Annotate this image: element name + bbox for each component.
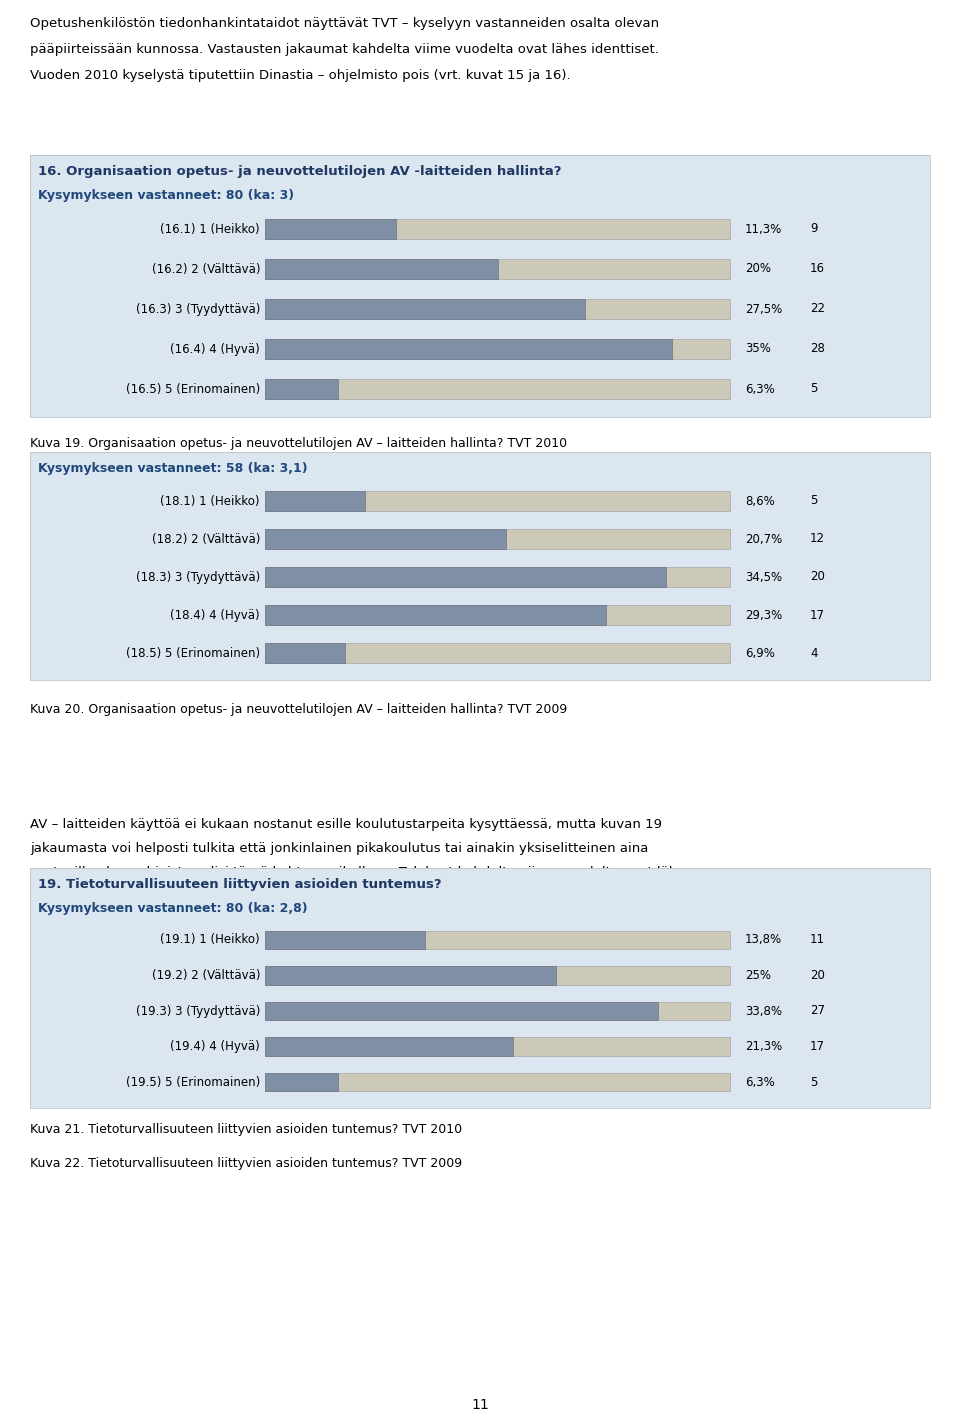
Text: 4: 4 <box>810 647 818 660</box>
Text: 22: 22 <box>810 302 825 315</box>
Text: (16.5) 5 (Erinomainen): (16.5) 5 (Erinomainen) <box>126 382 260 396</box>
Bar <box>265 643 730 663</box>
Text: 20%: 20% <box>745 262 771 275</box>
Bar <box>265 931 425 949</box>
Text: 25%: 25% <box>745 969 771 982</box>
Bar <box>265 339 672 359</box>
Bar <box>265 1002 658 1020</box>
Bar <box>265 339 730 359</box>
Text: 20: 20 <box>810 570 825 583</box>
Text: 17: 17 <box>810 1040 825 1053</box>
Bar <box>265 931 730 949</box>
Text: 11: 11 <box>471 1398 489 1412</box>
Text: (16.4) 4 (Hyvä): (16.4) 4 (Hyvä) <box>170 342 260 355</box>
Text: 6,9%: 6,9% <box>745 647 775 660</box>
Text: Opetushenkilöstön tiedonhankintataidot näyttävät TVT – kyselyyn vastanneiden osa: Opetushenkilöstön tiedonhankintataidot n… <box>30 17 660 30</box>
Bar <box>265 258 730 279</box>
Text: (19.2) 2 (Välttävä): (19.2) 2 (Välttävä) <box>152 969 260 982</box>
Text: jakaumasta voi helposti tulkita että jonkinlainen pikakoulutus tai ainakin yksis: jakaumasta voi helposti tulkita että jon… <box>30 842 648 855</box>
Text: 21,3%: 21,3% <box>745 1040 782 1053</box>
Bar <box>265 643 346 663</box>
Bar <box>265 606 606 626</box>
Text: 6,3%: 6,3% <box>745 1076 775 1089</box>
Text: 17: 17 <box>810 608 825 621</box>
Text: 19. Tietoturvallisuuteen liittyvien asioiden tuntemus?: 19. Tietoturvallisuuteen liittyvien asio… <box>38 878 442 891</box>
Text: Kysymykseen vastanneet: 58 (ka: 3,1): Kysymykseen vastanneet: 58 (ka: 3,1) <box>38 462 307 475</box>
Text: 35%: 35% <box>745 342 771 355</box>
Text: 27: 27 <box>810 1005 825 1017</box>
Text: Kuva 21. Tietoturvallisuuteen liittyvien asioiden tuntemus? TVT 2010: Kuva 21. Tietoturvallisuuteen liittyvien… <box>30 1123 462 1136</box>
Text: Kuva 20. Organisaation opetus- ja neuvottelutilojen AV – laitteiden hallinta? TV: Kuva 20. Organisaation opetus- ja neuvot… <box>30 703 567 715</box>
Text: Kuva 22. Tietoturvallisuuteen liittyvien asioiden tuntemus? TVT 2009: Kuva 22. Tietoturvallisuuteen liittyvien… <box>30 1157 462 1170</box>
Text: (18.2) 2 (Välttävä): (18.2) 2 (Välttävä) <box>152 533 260 546</box>
Text: 33,8%: 33,8% <box>745 1005 782 1017</box>
Bar <box>265 492 730 512</box>
Bar <box>265 1073 730 1092</box>
Text: 5: 5 <box>810 494 817 507</box>
Text: (18.3) 3 (Tyydyttävä): (18.3) 3 (Tyydyttävä) <box>135 570 260 583</box>
Text: saatavilla oleva ohjeistus olisi tässä kohtaa paikallaan. Tulokset kahdelta viim: saatavilla oleva ohjeistus olisi tässä k… <box>30 866 692 879</box>
Text: (18.1) 1 (Heikko): (18.1) 1 (Heikko) <box>160 494 260 507</box>
Text: AV – laitteiden käyttöä ei kukaan nostanut esille koulutustarpeita kysyttäessä, : AV – laitteiden käyttöä ei kukaan nostan… <box>30 818 662 831</box>
Bar <box>265 567 666 587</box>
Bar <box>265 966 730 985</box>
Text: (19.3) 3 (Tyydyttävä): (19.3) 3 (Tyydyttävä) <box>135 1005 260 1017</box>
Text: (19.4) 4 (Hyvä): (19.4) 4 (Hyvä) <box>170 1040 260 1053</box>
Text: 5: 5 <box>810 1076 817 1089</box>
Text: 20,7%: 20,7% <box>745 533 782 546</box>
Text: pääpiirteissään kunnossa. Vastausten jakaumat kahdelta viime vuodelta ovat lähes: pääpiirteissään kunnossa. Vastausten jak… <box>30 43 659 56</box>
Text: (16.2) 2 (Välttävä): (16.2) 2 (Välttävä) <box>152 262 260 275</box>
Bar <box>265 1037 730 1056</box>
Text: 12: 12 <box>810 533 825 546</box>
Text: Vuoden 2010 kyselystä tiputettiin Dinastia – ohjelmisto pois (vrt. kuvat 15 ja 1: Vuoden 2010 kyselystä tiputettiin Dinast… <box>30 68 570 83</box>
Bar <box>265 379 338 399</box>
Text: 34,5%: 34,5% <box>745 570 782 583</box>
Text: Kuva 19. Organisaation opetus- ja neuvottelutilojen AV – laitteiden hallinta? TV: Kuva 19. Organisaation opetus- ja neuvot… <box>30 437 567 450</box>
Bar <box>265 299 585 319</box>
Text: 5: 5 <box>810 382 817 396</box>
Text: 8,6%: 8,6% <box>745 494 775 507</box>
Bar <box>265 529 506 549</box>
Text: 11: 11 <box>810 933 825 946</box>
Text: 28: 28 <box>810 342 825 355</box>
Text: 13,8%: 13,8% <box>745 933 782 946</box>
Text: Kysymykseen vastanneet: 80 (ka: 2,8): Kysymykseen vastanneet: 80 (ka: 2,8) <box>38 902 307 915</box>
Text: (16.3) 3 (Tyydyttävä): (16.3) 3 (Tyydyttävä) <box>135 302 260 315</box>
Text: 20: 20 <box>810 969 825 982</box>
Bar <box>265 299 730 319</box>
Bar <box>265 1002 730 1020</box>
Bar <box>265 567 730 587</box>
Text: 27,5%: 27,5% <box>745 302 782 315</box>
Bar <box>265 529 730 549</box>
Text: (18.4) 4 (Hyvä): (18.4) 4 (Hyvä) <box>170 608 260 621</box>
Bar <box>265 966 556 985</box>
Text: (19.5) 5 (Erinomainen): (19.5) 5 (Erinomainen) <box>126 1076 260 1089</box>
Bar <box>265 606 730 626</box>
Bar <box>265 379 730 399</box>
Text: (19.1) 1 (Heikko): (19.1) 1 (Heikko) <box>160 933 260 946</box>
Bar <box>265 1037 513 1056</box>
Bar <box>265 258 497 279</box>
Bar <box>265 218 730 239</box>
Text: identtiset.: identtiset. <box>30 891 98 903</box>
Text: 9: 9 <box>810 222 818 235</box>
Text: (16.1) 1 (Heikko): (16.1) 1 (Heikko) <box>160 222 260 235</box>
Text: 16. Organisaation opetus- ja neuvottelutilojen AV -laitteiden hallinta?: 16. Organisaation opetus- ja neuvottelut… <box>38 165 562 178</box>
Bar <box>265 218 396 239</box>
Text: Kysymykseen vastanneet: 80 (ka: 3): Kysymykseen vastanneet: 80 (ka: 3) <box>38 190 294 202</box>
Text: 11,3%: 11,3% <box>745 222 782 235</box>
Text: (18.5) 5 (Erinomainen): (18.5) 5 (Erinomainen) <box>126 647 260 660</box>
Text: 16: 16 <box>810 262 825 275</box>
Text: 29,3%: 29,3% <box>745 608 782 621</box>
Bar <box>265 492 365 512</box>
Bar <box>265 1073 338 1092</box>
Text: 6,3%: 6,3% <box>745 382 775 396</box>
